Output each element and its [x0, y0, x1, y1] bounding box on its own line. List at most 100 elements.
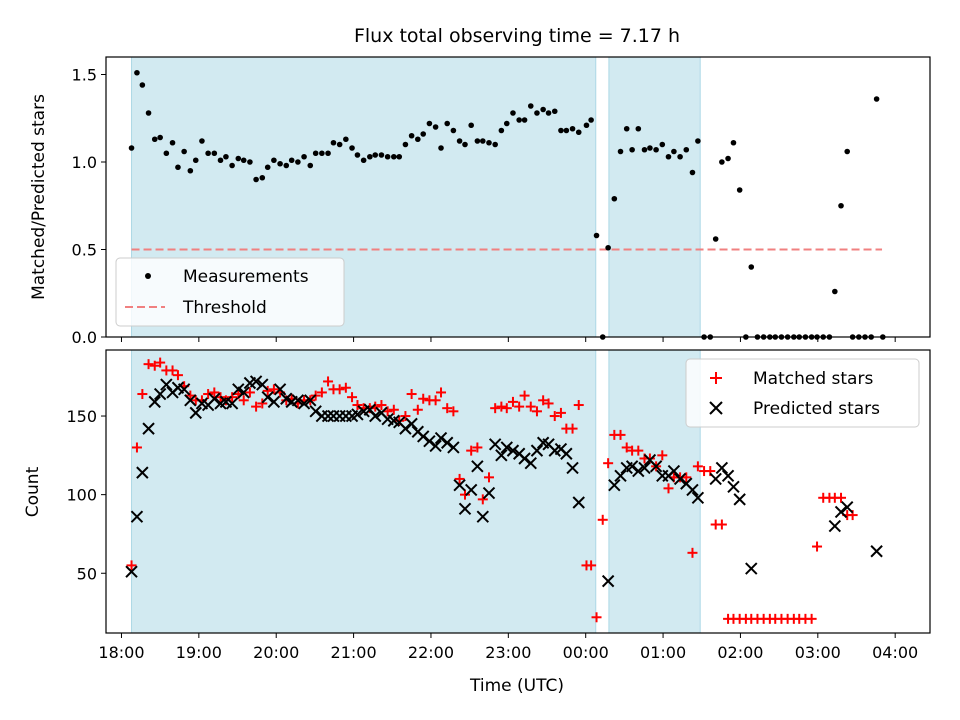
measurement-point	[283, 162, 290, 169]
x-tick-label: 23:00	[485, 643, 531, 662]
predicted-point	[237, 386, 250, 399]
measurement-point	[343, 136, 349, 143]
measurement-point	[139, 82, 146, 88]
measurement-point	[396, 153, 403, 160]
matched-point	[334, 384, 345, 395]
measurement-point	[569, 125, 576, 132]
matched-point	[836, 492, 847, 503]
predicted-point	[721, 469, 735, 482]
measurement-point	[372, 152, 379, 158]
measurement-point	[712, 236, 719, 242]
predicted-point	[482, 486, 496, 500]
matched-point	[687, 547, 698, 558]
predicted-point	[136, 466, 149, 479]
measurement-point	[349, 145, 355, 151]
measurement-point	[175, 164, 181, 171]
measurement-point	[450, 127, 457, 134]
matched-point	[238, 395, 249, 406]
observing-window-1	[131, 349, 597, 634]
ratio-panel: 0.0 0.5 1.0 1.5 Matched/Predicted stars Mea…	[29, 56, 931, 347]
measurement-point	[516, 117, 522, 123]
predicted-point	[225, 397, 239, 410]
predicted-point	[309, 405, 322, 418]
x-tick-label: 03:00	[795, 643, 841, 662]
matched-point	[567, 423, 578, 434]
matched-point	[538, 395, 549, 406]
predicted-point	[506, 444, 520, 457]
measurement-point	[534, 110, 540, 116]
measurement-point	[617, 148, 624, 155]
x-tick-label: 22:00	[408, 643, 454, 662]
measurement-point	[264, 164, 271, 171]
predicted-point	[399, 422, 412, 435]
matched-point	[603, 458, 614, 469]
measurement-point	[360, 157, 367, 164]
predicted-point	[423, 434, 436, 448]
matched-point	[442, 403, 453, 414]
predicted-point	[727, 480, 740, 493]
measurement-point	[151, 136, 158, 143]
measurement-point	[583, 122, 590, 129]
matched-point	[644, 453, 655, 464]
legend-matched-marker	[710, 372, 722, 384]
predicted-point	[297, 397, 311, 410]
measurement-point	[665, 153, 672, 160]
top-x-ticks	[120, 337, 896, 342]
measurement-point	[420, 131, 427, 137]
matched-point	[514, 401, 525, 412]
measurement-point	[438, 145, 444, 151]
predicted-point	[304, 394, 317, 407]
legend-predicted-label: Predicted stars	[753, 399, 880, 419]
matched-point	[621, 442, 632, 453]
matched-point	[268, 384, 279, 395]
matched-point	[352, 400, 363, 411]
measurement-point	[641, 146, 648, 153]
predicted-point	[834, 505, 848, 519]
matched-point	[209, 387, 220, 398]
x-tick-label: 00:00	[563, 643, 609, 662]
bottom-y-ticks: 50 100 150	[66, 407, 106, 583]
predicted-point	[177, 383, 191, 396]
y-tick-label: 0.5	[72, 241, 97, 260]
legend-threshold-label: Threshold	[182, 298, 267, 318]
x-axis-label: Time (UTC)	[469, 676, 564, 696]
matched-point	[257, 398, 268, 409]
x-tick-label: 19:00	[176, 643, 222, 662]
matched-point	[454, 473, 465, 484]
bottom-legend: Matched stars Predicted stars	[685, 358, 920, 428]
predicted-point	[256, 378, 269, 391]
measurement-point	[611, 195, 618, 202]
measurement-point	[157, 134, 163, 141]
bottom-x-ticks: 18:00 19:00 20:00 21:00 22:00 23:00 00:00 01:00…	[98, 633, 918, 662]
measurement-point	[259, 174, 266, 181]
measurement-point	[832, 288, 838, 295]
x-tick-label: 20:00	[253, 643, 299, 662]
predicted-point	[715, 461, 729, 475]
matched-point	[155, 357, 166, 368]
predicted-point	[632, 464, 645, 478]
measurement-point	[330, 139, 337, 146]
predicted-point	[434, 431, 448, 445]
matched-point	[436, 387, 447, 398]
measurement-point	[730, 139, 737, 146]
matched-point	[490, 403, 501, 414]
y-tick-label: 1.0	[72, 153, 97, 172]
measurement-point	[312, 150, 319, 157]
measurement-point	[527, 103, 534, 109]
matched-point	[507, 396, 518, 407]
matched-point	[615, 429, 626, 440]
measurement-point	[629, 146, 635, 153]
measurement-point	[247, 159, 253, 165]
measurement-point	[384, 153, 391, 160]
top-legend-box	[115, 257, 345, 327]
measurement-point	[462, 141, 468, 148]
predicted-point	[184, 394, 197, 407]
predicted-point	[142, 422, 155, 435]
measurement-point	[671, 148, 677, 155]
measurement-point	[510, 110, 516, 116]
matched-point	[519, 390, 530, 401]
predicted-point	[453, 479, 466, 492]
measurement-point	[367, 153, 373, 160]
predicted-point	[625, 460, 639, 473]
predicted-point	[488, 438, 502, 451]
